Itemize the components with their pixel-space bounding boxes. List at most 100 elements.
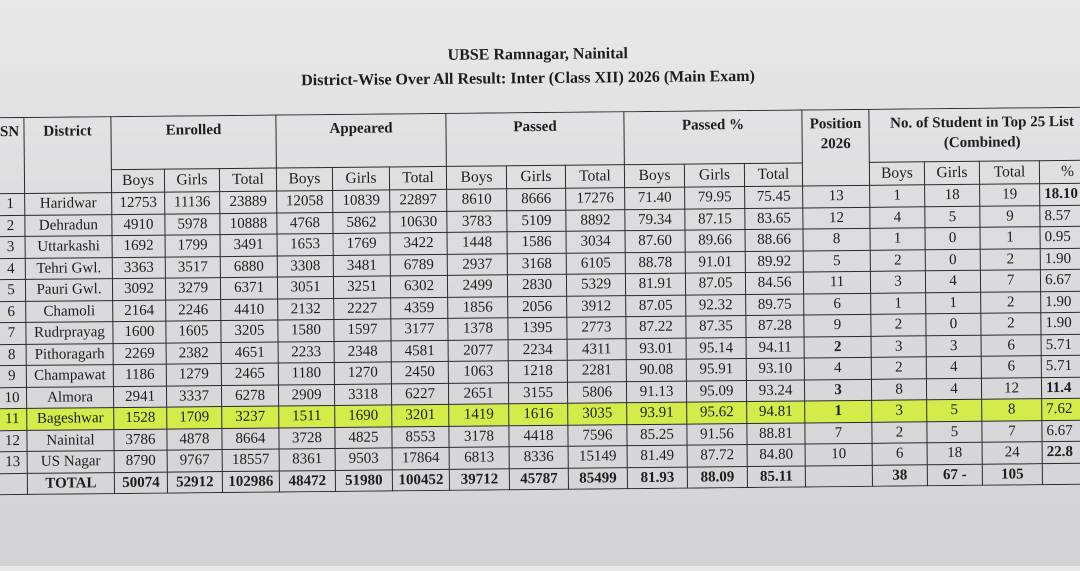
cell-district: Dehradun bbox=[24, 214, 113, 237]
cell-enrolled-total: 23889 bbox=[219, 191, 277, 214]
cell-sn: 2 bbox=[0, 214, 26, 237]
cell-enrolled-total: 18557 bbox=[222, 449, 280, 472]
cell-pct-total: 83.65 bbox=[744, 207, 804, 230]
cell-passed-girls: 1586 bbox=[507, 231, 567, 254]
cell-sn: 3 bbox=[0, 236, 26, 259]
cell-passed-girls: 3168 bbox=[507, 252, 567, 275]
cell-appeared-total: 3201 bbox=[391, 404, 449, 427]
cell-enrolled-girls: 3279 bbox=[165, 277, 221, 300]
cell-enrolled-boys: 2164 bbox=[112, 299, 166, 322]
cell-appeared-boys: 4768 bbox=[276, 211, 334, 235]
cell-top25-total: 12 bbox=[981, 377, 1042, 400]
cell-pct-girls: 87.35 bbox=[685, 315, 747, 338]
cell-passed-boys: 39712 bbox=[449, 468, 510, 491]
cell-top25-girls: 3 bbox=[926, 334, 982, 357]
cell-enrolled-total: 3205 bbox=[220, 320, 279, 343]
cell-top25-total: 2 bbox=[980, 291, 1041, 314]
cell-passed-girls: 2234 bbox=[508, 338, 568, 361]
cell-appeared-total: 3177 bbox=[390, 318, 449, 341]
cell-passed-boys: 1063 bbox=[448, 360, 509, 383]
cell-top25-total: 6 bbox=[981, 334, 1042, 357]
cell-appeared-girls: 3318 bbox=[334, 383, 392, 406]
cell-appeared-boys: 1511 bbox=[278, 405, 335, 428]
cell-sn: 8 bbox=[0, 343, 27, 366]
cell-pct-total: 93.24 bbox=[746, 379, 805, 402]
cell-passed-girls: 45787 bbox=[509, 467, 569, 490]
cell-district: Pithoragarh bbox=[26, 343, 114, 366]
cell-top25-pct: 11.4 bbox=[1041, 376, 1080, 399]
cell-passed-total: 15149 bbox=[568, 445, 628, 468]
cell-enrolled-girls: 11136 bbox=[164, 191, 220, 214]
cell-position: 5 bbox=[803, 249, 871, 272]
cell-appeared-girls: 9503 bbox=[335, 447, 393, 470]
cell-appeared-total: 6227 bbox=[391, 382, 449, 405]
cell-enrolled-girls: 1605 bbox=[165, 320, 222, 343]
cell-pct-girls: 91.01 bbox=[685, 251, 746, 274]
cell-passed-girls: 2830 bbox=[507, 274, 567, 297]
cell-passed-boys: 2077 bbox=[448, 339, 509, 362]
cell-passed-girls: 2056 bbox=[507, 295, 567, 318]
cell-sn: 12 bbox=[0, 429, 28, 452]
cell-pct-total: 84.56 bbox=[745, 271, 804, 295]
cell-pct-girls: 87.15 bbox=[684, 208, 746, 231]
cell-passed-total: 7596 bbox=[567, 424, 628, 447]
cell-sn: 13 bbox=[0, 451, 28, 474]
cell-district: Haridwar bbox=[24, 192, 112, 215]
cell-top25-boys: 1 bbox=[869, 184, 925, 207]
cell-pct-boys: 87.60 bbox=[625, 230, 686, 253]
subheader-girls: Girls bbox=[924, 161, 980, 185]
cell-top25-pct: 5.71 bbox=[1041, 355, 1080, 378]
cell-top25-boys: 3 bbox=[871, 399, 927, 422]
cell-position: 9 bbox=[803, 314, 872, 337]
cell-passed-total: 5329 bbox=[566, 273, 626, 296]
cell-passed-total: 85499 bbox=[568, 467, 628, 490]
cell-top25-boys: 8 bbox=[871, 378, 927, 401]
cell-district: Champawat bbox=[26, 364, 114, 387]
cell-district: TOTAL bbox=[27, 472, 115, 495]
cell-pct-girls: 87.72 bbox=[687, 444, 748, 467]
cell-appeared-boys: 12058 bbox=[276, 190, 333, 213]
subheader-total: Total bbox=[565, 164, 625, 189]
cell-passed-total: 17276 bbox=[565, 187, 625, 210]
cell-passed-boys: 1378 bbox=[447, 317, 509, 340]
subheader-total: Total bbox=[219, 168, 277, 192]
cell-appeared-girls: 1690 bbox=[334, 404, 392, 427]
cell-appeared-girls: 2227 bbox=[333, 297, 391, 320]
cell-enrolled-boys: 4910 bbox=[111, 213, 166, 236]
cell-pct-boys: 88.78 bbox=[625, 251, 686, 274]
cell-district: Almora bbox=[26, 386, 114, 409]
cell-appeared-girls: 51980 bbox=[335, 469, 393, 492]
cell-appeared-girls: 3251 bbox=[333, 275, 391, 298]
cell-top25-boys: 2 bbox=[870, 313, 927, 336]
cell-appeared-total: 17864 bbox=[392, 447, 450, 470]
cell-enrolled-boys: 2941 bbox=[113, 385, 167, 408]
cell-enrolled-boys: 50074 bbox=[114, 471, 168, 494]
cell-top25-pct: 6.67 bbox=[1040, 269, 1080, 292]
cell-enrolled-girls: 4878 bbox=[166, 428, 223, 451]
cell-enrolled-boys: 1186 bbox=[113, 364, 167, 387]
cell-sn: 10 bbox=[0, 386, 27, 409]
cell-enrolled-total: 3237 bbox=[221, 406, 279, 429]
cell-top25-pct: 6.67 bbox=[1041, 419, 1080, 442]
cell-top25-boys: 3 bbox=[871, 335, 927, 358]
cell-pct-total: 88.81 bbox=[746, 422, 806, 445]
results-table-container: SN District Enrolled Appeared Passed Pas… bbox=[0, 107, 1080, 496]
cell-passed-girls: 1395 bbox=[507, 317, 568, 340]
cell-enrolled-total: 10888 bbox=[219, 212, 278, 235]
document-title: UBSE Ramnagar, Nainital bbox=[447, 45, 629, 64]
cell-top25-boys: 1 bbox=[870, 227, 926, 250]
document-subtitle: District-Wise Over All Result: Inter (Cl… bbox=[301, 67, 755, 90]
cell-pct-girls: 79.95 bbox=[684, 186, 745, 209]
cell-position: 11 bbox=[803, 271, 871, 294]
cell-passed-total: 3912 bbox=[566, 295, 626, 318]
cell-appeared-total: 10630 bbox=[389, 210, 448, 233]
cell-top25-total: 1 bbox=[980, 226, 1041, 249]
cell-top25-girls: 1 bbox=[925, 291, 981, 314]
subheader-boys: Boys bbox=[446, 165, 507, 190]
cell-top25-pct: 8.57 bbox=[1039, 204, 1080, 227]
cell-appeared-girls: 5862 bbox=[332, 211, 391, 234]
cell-appeared-boys: 1580 bbox=[277, 319, 335, 342]
cell-enrolled-total: 2465 bbox=[221, 363, 279, 386]
cell-passed-total: 8892 bbox=[565, 209, 626, 232]
